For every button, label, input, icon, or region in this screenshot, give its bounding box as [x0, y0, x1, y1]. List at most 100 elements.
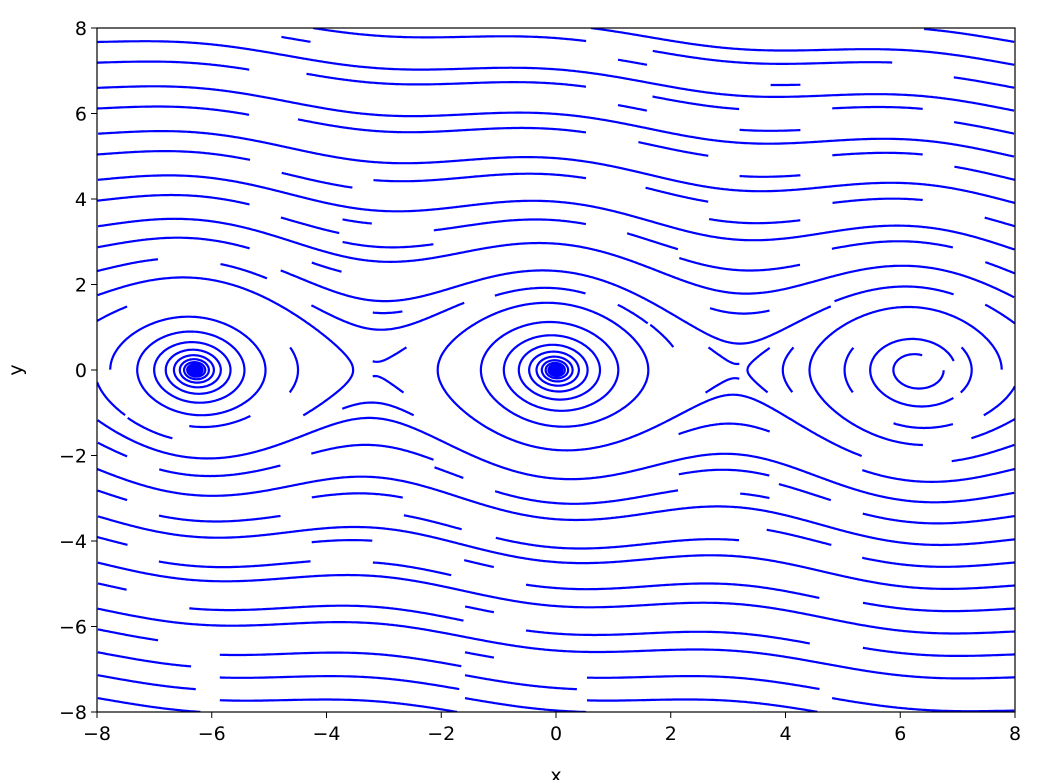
streamline	[343, 242, 434, 248]
streamline	[298, 119, 586, 132]
streamline	[748, 348, 770, 393]
streamline	[591, 28, 1014, 65]
y-tick-label: −6	[59, 617, 87, 639]
streamline	[98, 698, 201, 712]
streamline	[110, 317, 265, 416]
streamline	[97, 86, 1014, 156]
streamline	[618, 305, 648, 324]
streamline	[863, 603, 1015, 611]
streamline	[313, 28, 586, 41]
streamline	[653, 51, 892, 64]
streamline	[290, 347, 298, 392]
streamline	[465, 652, 494, 657]
streamline	[862, 469, 1015, 482]
streamline	[128, 418, 173, 438]
streamline	[646, 188, 709, 202]
streamline	[282, 173, 353, 188]
streamline	[159, 516, 281, 522]
streamline	[653, 97, 740, 110]
streamline	[97, 469, 1014, 545]
streamline	[98, 131, 1015, 203]
streamline	[98, 675, 196, 689]
streamline	[863, 648, 1015, 656]
y-tick-label: 0	[75, 360, 87, 382]
x-tick-label: −4	[312, 723, 340, 745]
streamline	[97, 62, 249, 70]
streamline	[587, 700, 817, 712]
streamline	[954, 167, 1015, 180]
streamline	[98, 151, 251, 160]
streamline	[985, 262, 1015, 273]
streamline	[97, 259, 158, 271]
streamline	[835, 287, 954, 302]
streamline	[97, 537, 127, 545]
streamline	[311, 445, 433, 460]
streamline	[373, 376, 404, 393]
streamline	[98, 443, 127, 457]
streamline	[832, 153, 922, 156]
streamline	[894, 423, 953, 428]
streamline	[373, 347, 407, 362]
streamline	[465, 698, 586, 712]
streamline	[870, 339, 954, 407]
streamline	[985, 218, 1015, 227]
streamline	[954, 77, 1014, 87]
streamline	[706, 378, 740, 393]
streamline	[98, 516, 1015, 589]
streamline	[342, 403, 413, 416]
streamline	[307, 74, 587, 87]
x-tick-label: 2	[665, 723, 677, 745]
y-tick-label: 4	[75, 189, 87, 211]
streamline	[740, 175, 801, 177]
streamline	[312, 540, 373, 542]
x-tick-label: 4	[779, 723, 791, 745]
streamline	[465, 606, 494, 612]
streamline	[863, 514, 1015, 524]
streamline	[281, 218, 339, 234]
x-tick-label: −8	[83, 723, 111, 745]
streamline	[810, 307, 1002, 445]
streamline	[281, 270, 831, 343]
streamline	[679, 470, 770, 476]
streamline	[435, 467, 464, 478]
streamline	[740, 130, 801, 131]
y-tick-label: −4	[59, 531, 87, 553]
streamline	[779, 484, 831, 500]
streamline	[98, 238, 250, 249]
streamline	[404, 515, 462, 529]
streamline	[465, 675, 577, 689]
streamline	[98, 563, 1015, 634]
streamline	[650, 325, 673, 347]
streamline	[709, 219, 800, 223]
streamline	[679, 424, 770, 435]
streamline	[971, 419, 1014, 438]
x-axis-label: x	[550, 765, 561, 780]
streamline	[434, 220, 586, 231]
streamline	[97, 107, 249, 115]
streamline	[97, 382, 125, 415]
streamline	[98, 609, 1015, 679]
streamline	[312, 263, 342, 272]
streamline	[526, 630, 810, 643]
streamline	[312, 493, 403, 497]
streamline	[924, 29, 1014, 42]
streamline	[464, 560, 494, 567]
streamline	[709, 347, 740, 364]
streamline	[97, 307, 127, 321]
streamline	[98, 583, 127, 589]
y-tick-label: 8	[75, 18, 87, 40]
streamline	[638, 142, 708, 156]
y-axis-label: y	[5, 364, 27, 375]
streamline	[961, 347, 972, 392]
streamline	[159, 561, 311, 567]
streamline	[618, 105, 647, 111]
streamline	[159, 466, 280, 477]
streamline	[496, 538, 739, 549]
streamline	[587, 676, 820, 689]
streamline	[952, 445, 1015, 461]
streamline	[98, 41, 1015, 110]
streamline	[740, 494, 769, 499]
x-tick-label: −6	[198, 723, 226, 745]
streamlines	[97, 28, 1015, 712]
streamline	[832, 107, 923, 109]
